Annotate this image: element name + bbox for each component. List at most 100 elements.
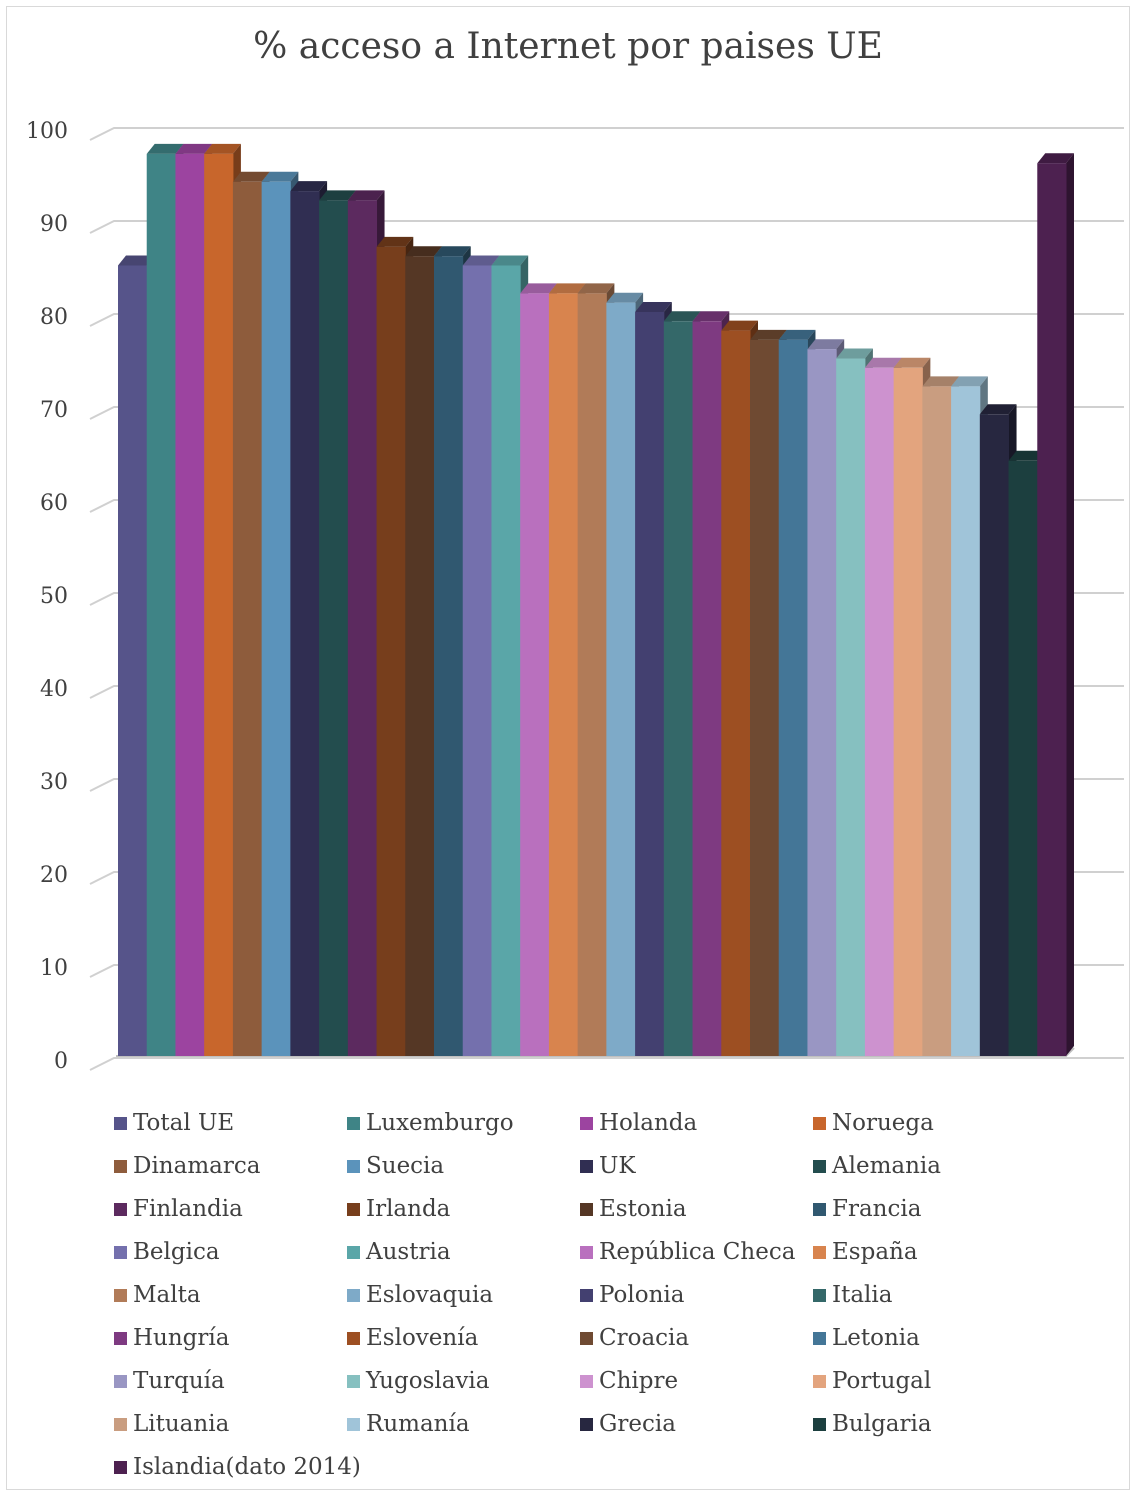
legend-swatch <box>114 1331 127 1345</box>
legend-label: Eslovaquia <box>366 1282 494 1308</box>
legend-swatch <box>347 1417 360 1431</box>
legend-swatch <box>580 1159 593 1173</box>
legend-swatch <box>813 1331 826 1345</box>
legend-item: Grecia <box>580 1407 676 1441</box>
legend-label: Yugoslavia <box>366 1368 490 1394</box>
legend-swatch <box>114 1288 127 1302</box>
legend-item: Italia <box>813 1278 892 1312</box>
legend-label: Italia <box>832 1282 893 1308</box>
legend-label: Hungría <box>133 1325 230 1351</box>
legend-label: Grecia <box>599 1411 676 1437</box>
legend-item: Holanda <box>580 1106 697 1140</box>
legend-label: Austria <box>366 1239 451 1265</box>
legend-item: Dinamarca <box>114 1149 260 1183</box>
chart-title: % acceso a Internet por paises UE <box>253 26 883 67</box>
legend-swatch <box>813 1374 826 1388</box>
bar <box>1037 153 1074 1056</box>
legend-label: Letonia <box>832 1325 920 1351</box>
legend-item: Alemania <box>813 1149 941 1183</box>
legend-item: Malta <box>114 1278 201 1312</box>
legend-label: Polonia <box>599 1282 685 1308</box>
legend-swatch <box>347 1202 360 1216</box>
legend-swatch <box>114 1116 127 1130</box>
legend-item: Austria <box>347 1235 451 1269</box>
legend-swatch <box>580 1245 593 1259</box>
legend-item: Luxemburgo <box>347 1106 514 1140</box>
legend-item: Polonia <box>580 1278 684 1312</box>
legend-label: Dinamarca <box>133 1153 261 1179</box>
y-tick-label: 70 <box>40 398 68 423</box>
legend-swatch <box>580 1331 593 1345</box>
legend-swatch <box>813 1116 826 1130</box>
legend-label: Malta <box>133 1282 201 1308</box>
legend-item: Francia <box>813 1192 921 1226</box>
legend-swatch <box>813 1245 826 1259</box>
y-tick-label: 40 <box>40 677 68 702</box>
y-tick-label: 0 <box>54 1049 68 1074</box>
plot-area: 0 10 20 30 40 50 60 70 80 90 100 <box>26 119 1124 1074</box>
legend-swatch <box>114 1159 127 1173</box>
legend-label: Turquía <box>133 1368 225 1394</box>
y-tick-label: 100 <box>26 119 68 144</box>
legend-label: Lituania <box>133 1411 230 1437</box>
legend-item: Portugal <box>813 1364 931 1398</box>
legend-label: República Checa <box>599 1239 796 1265</box>
legend-swatch <box>114 1460 127 1474</box>
legend-swatch <box>114 1417 127 1431</box>
legend-item: Eslovenía <box>347 1321 478 1355</box>
legend-label: Eslovenía <box>366 1325 479 1351</box>
legend-label: Noruega <box>832 1110 934 1136</box>
legend-swatch <box>813 1288 826 1302</box>
bars <box>118 143 1074 1057</box>
legend-swatch <box>580 1202 593 1216</box>
legend-label: Rumanía <box>366 1411 470 1437</box>
legend-label: Belgica <box>133 1239 220 1265</box>
legend-swatch <box>813 1417 826 1431</box>
legend-item: Belgica <box>114 1235 220 1269</box>
legend-label: Francia <box>832 1196 922 1222</box>
legend-swatch <box>580 1417 593 1431</box>
legend-label: Suecia <box>366 1153 445 1179</box>
legend-label: Total UE <box>133 1110 235 1136</box>
y-tick-label: 30 <box>40 770 68 795</box>
legend-item: República Checa <box>580 1235 795 1269</box>
legend-item: Total UE <box>114 1106 234 1140</box>
legend-swatch <box>347 1331 360 1345</box>
legend-label: Estonia <box>599 1196 687 1222</box>
legend-item: Noruega <box>813 1106 934 1140</box>
legend-label: Islandia(dato 2014) <box>133 1454 361 1480</box>
legend-item: Bulgaria <box>813 1407 932 1441</box>
legend-item: Irlanda <box>347 1192 450 1226</box>
legend-item: España <box>813 1235 918 1269</box>
legend-item: Turquía <box>114 1364 225 1398</box>
y-tick-label: 10 <box>40 956 68 981</box>
legend-swatch <box>114 1202 127 1216</box>
legend-swatch <box>114 1374 127 1388</box>
legend-swatch <box>580 1374 593 1388</box>
legend-label: Irlanda <box>366 1196 451 1222</box>
legend-label: UK <box>599 1153 636 1179</box>
legend-item: Islandia(dato 2014) <box>114 1450 361 1484</box>
legend-swatch <box>813 1159 826 1173</box>
y-tick-label: 60 <box>40 491 68 516</box>
legend-label: Finlandia <box>133 1196 243 1222</box>
gridline <box>89 220 1124 234</box>
legend-item: UK <box>580 1149 636 1183</box>
legend-swatch <box>347 1288 360 1302</box>
legend-swatch <box>347 1245 360 1259</box>
gridline <box>89 1057 1124 1071</box>
y-tick-label: 50 <box>40 584 68 609</box>
legend-label: Portugal <box>832 1368 932 1394</box>
legend-item: Eslovaquia <box>347 1278 493 1312</box>
legend-item: Suecia <box>347 1149 444 1183</box>
y-tick-label: 90 <box>40 212 68 237</box>
legend-swatch <box>347 1116 360 1130</box>
legend-label: Croacia <box>599 1325 690 1351</box>
y-tick-label: 80 <box>40 305 68 330</box>
legend-item: Estonia <box>580 1192 687 1226</box>
legend-item: Lituania <box>114 1407 229 1441</box>
legend-swatch <box>580 1116 593 1130</box>
legend-item: Chipre <box>580 1364 678 1398</box>
legend-swatch <box>347 1159 360 1173</box>
y-axis: 0 10 20 30 40 50 60 70 80 90 100 <box>26 119 68 1074</box>
